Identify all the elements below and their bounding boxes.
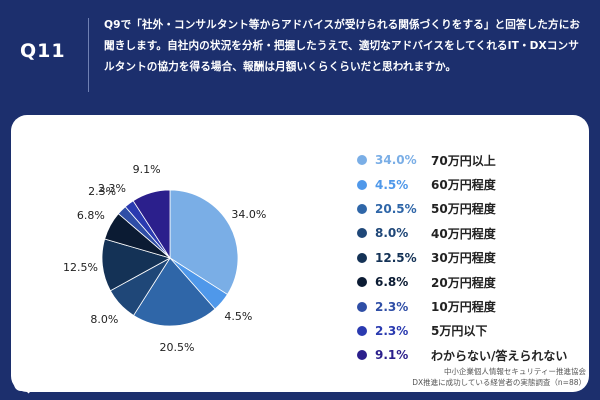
legend-item: 6.8% 20万円程度 <box>357 270 589 294</box>
legend-value: 34.0% <box>375 153 417 168</box>
legend-swatch <box>357 203 367 214</box>
legend-swatch <box>357 155 367 166</box>
legend-label: 30万円程度 <box>431 251 496 266</box>
legend-item: 8.0% 40万円程度 <box>357 221 589 245</box>
legend-value: 8.0% <box>375 226 409 241</box>
legend-value: 2.3% <box>375 323 409 338</box>
pie-value-label: 9.1% <box>132 163 161 177</box>
legend-value: 9.1% <box>375 348 409 363</box>
question-number: Q11 <box>20 40 66 62</box>
legend-item: 9.1% わからない/答えられない <box>357 343 589 367</box>
legend-label: 5万円以下 <box>431 324 488 339</box>
pie-slice <box>132 189 171 260</box>
header-divider <box>88 18 89 92</box>
legend-label: 70万円以上 <box>431 153 496 168</box>
source-line-1: 中小企業個人情報セキュリティー推進協会 <box>443 367 586 376</box>
legend-value: 4.5% <box>375 177 409 192</box>
pie-value-label: 20.5% <box>159 341 195 355</box>
legend-label: 10万円程度 <box>431 300 496 315</box>
legend-swatch <box>357 301 367 312</box>
pie-value-label: 4.5% <box>224 309 253 323</box>
legend-label: 40万円程度 <box>431 226 496 241</box>
chart-legend: 34.0% 70万円以上 4.5% 60万円程度 20.5% 50万円程度 8.0% 40万円… <box>357 148 589 368</box>
pie-value-label: 12.5% <box>63 261 98 275</box>
legend-swatch <box>357 179 367 190</box>
pie-value-label: 2.3% <box>97 181 126 195</box>
pie-value-label: 34.0% <box>231 208 267 222</box>
pie-slice <box>133 257 216 327</box>
legend-value: 20.5% <box>375 201 417 216</box>
brand-logo: リサピー <box>14 376 76 392</box>
legend-label: 20万円程度 <box>431 275 496 290</box>
question-header: Q11 Q9で「社外・コンサルタント等からアドバイスが受けられる関係づくりをする… <box>0 0 600 110</box>
legend-item: 4.5% 60万円程度 <box>357 172 589 196</box>
chart-panel: 34.0% 4.5% 20.5% 8.0% 12.5% 6.8% 2.3% 2.3% 9.1% … <box>11 115 589 392</box>
legend-value: 12.5% <box>375 250 417 265</box>
legend-item: 12.5% 30万円程度 <box>357 246 589 270</box>
source-note: 中小企業個人情報セキュリティー推進協会 DX推進に成功している経営者の実態調査（… <box>226 366 586 388</box>
pie-value-label: 2.3% <box>88 185 117 199</box>
legend-item: 2.3% 5万円以下 <box>357 319 589 343</box>
source-line-2: DX推進に成功している経営者の実態調査（n=88） <box>412 378 586 387</box>
brand-name: リサピー <box>32 378 76 391</box>
question-text: Q9で「社外・コンサルタント等からアドバイスが受けられる関係づくりをする」と回答… <box>104 19 581 73</box>
legend-swatch <box>357 325 367 336</box>
legend-label: 60万円程度 <box>431 178 496 193</box>
legend-value: 2.3% <box>375 299 409 314</box>
pie-value-label: 6.8% <box>76 208 105 222</box>
legend-item: 2.3% 10万円程度 <box>357 294 589 318</box>
legend-label: 50万円程度 <box>431 202 496 217</box>
pie-chart <box>101 189 239 327</box>
legend-item: 34.0% 70万円以上 <box>357 148 589 172</box>
legend-swatch <box>357 277 367 288</box>
legend-label: わからない/答えられない <box>431 348 568 363</box>
legend-swatch <box>357 228 367 239</box>
legend-swatch <box>357 350 367 361</box>
legend-value: 6.8% <box>375 275 409 290</box>
legend-swatch <box>357 252 367 263</box>
legend-item: 20.5% 50万円程度 <box>357 197 589 221</box>
pie-value-label: 8.0% <box>90 313 119 327</box>
search-icon <box>14 377 28 391</box>
